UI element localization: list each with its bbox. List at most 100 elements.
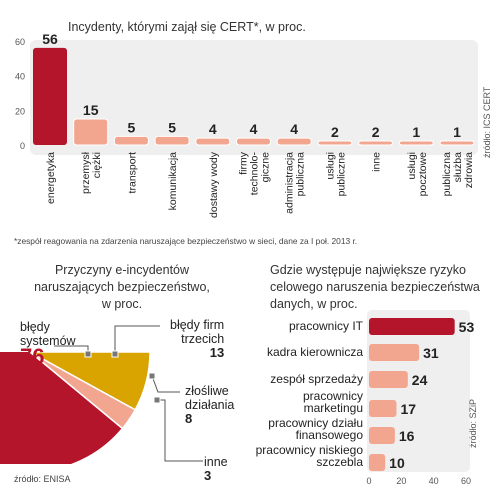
leader-marker [153, 396, 161, 404]
svg-text:zdrowia: zdrowia [463, 152, 475, 188]
y-tick-label: 0 [20, 141, 25, 151]
bar [358, 140, 394, 146]
pie-slice [0, 352, 124, 464]
bar-value-label: 5 [168, 119, 176, 135]
bar [317, 140, 353, 146]
risk-bar-label: pracownicy IT [289, 319, 364, 333]
risk-bar [369, 427, 395, 444]
footnote: *zespół reagowania na zdarzenia naruszaj… [14, 236, 358, 246]
bar [276, 137, 312, 146]
pie-chart-source: źródło: ENISA [14, 474, 71, 484]
pie-title-line: Przyczyny e-incydentów [54, 263, 190, 277]
bar [398, 140, 434, 146]
bar [113, 135, 149, 146]
svg-text:publiczna: publiczna [295, 152, 307, 197]
risk-bar-label: zespół sprzedaży [270, 372, 363, 386]
category-label: inne [371, 152, 383, 172]
bar [33, 47, 67, 145]
leader-line [114, 325, 160, 354]
bar-value-label: 5 [128, 119, 136, 135]
bar-value-label: 4 [290, 121, 298, 137]
risk-bar [369, 400, 397, 417]
pie-title-line: naruszających bezpieczeństwo, [34, 280, 210, 294]
risk-bar-label: marketingu [304, 401, 363, 415]
causes-pie-chart [0, 325, 203, 464]
risk-bar [369, 344, 420, 361]
svg-text:usługi: usługi [324, 152, 336, 179]
leader-marker [84, 350, 92, 358]
category-label: energetyka [45, 152, 57, 204]
svg-text:administracja: administracja [284, 152, 296, 214]
risk-bar [369, 318, 455, 335]
y-tick-label: 60 [15, 37, 25, 47]
svg-text:przemysł: przemysł [80, 151, 92, 194]
risk-chart-source: źródło: SZiP [468, 399, 478, 448]
category-label: dostawy wody [208, 151, 220, 218]
risk-bar [369, 371, 408, 388]
leader-line [151, 375, 180, 393]
x-tick-label: 60 [461, 476, 471, 486]
risk-title-line: celowego naruszenia bezpieczeństwa [270, 280, 480, 294]
risk-bar-label: szczebla [316, 455, 363, 469]
svg-text:transport: transport [126, 152, 138, 194]
risk-title-line: Gdzie występuje największe ryzyko [270, 263, 466, 277]
risk-bar-label: pracownicy [303, 389, 363, 403]
risk-bar-value: 24 [412, 372, 428, 388]
category-label: przemysł ciężki [80, 151, 103, 194]
svg-text:źródło: ICS CERT: źródło: ICS CERT [482, 86, 492, 158]
chart1-panel [30, 40, 478, 155]
bar-value-label: 4 [250, 121, 258, 137]
svg-text:komunikacja: komunikacja [167, 152, 179, 211]
svg-text:publiczne: publiczne [335, 152, 347, 197]
category-label: publiczna służba zdrowia [441, 152, 475, 197]
svg-text:usługi: usługi [406, 152, 418, 179]
category-label: komunikacja [167, 152, 179, 211]
svg-text:służba: służba [452, 152, 464, 183]
category-label: transport [126, 152, 138, 194]
bar-value-label: 15 [83, 102, 99, 118]
bar-value-label: 2 [331, 124, 339, 140]
risk-bar-label: pracownicy działu [268, 416, 363, 430]
chart1-title: Incydenty, którymi zajął się CERT*, w pr… [68, 20, 306, 34]
risk-chart-title: Gdzie występuje największe ryzyko celoweg… [270, 262, 496, 313]
x-tick-label: 40 [429, 476, 439, 486]
risk-bar-value: 17 [400, 401, 416, 417]
bar-value-label: 4 [209, 121, 217, 137]
svg-text:energetyka: energetyka [45, 152, 57, 204]
risk-title-line: danych, w proc. [270, 297, 358, 311]
risk-bar-label: finansowego [296, 428, 364, 442]
pie-slice-label: inne 3 [204, 455, 228, 483]
bar [439, 140, 475, 146]
leader-line [157, 399, 203, 462]
svg-text:źródło: SZiP: źródło: SZiP [468, 399, 478, 448]
risk-bar-label: pracownicy niskiego [256, 443, 364, 457]
bar [73, 118, 109, 146]
bar-value-label: 1 [412, 124, 420, 140]
bar-value-label: 2 [372, 124, 380, 140]
pie-slice-label: błędy systemów 76 [20, 320, 76, 369]
svg-text:dostawy wody: dostawy wody [208, 151, 220, 218]
risk-bar-value: 16 [399, 428, 415, 444]
risk-bar-value: 31 [423, 345, 439, 361]
category-label: administracja publiczna [284, 152, 307, 214]
risk-bar-value: 10 [389, 455, 405, 471]
x-tick-label: 20 [396, 476, 406, 486]
risk-bar-chart: 0 20 40 60 53 pracownicy IT 31 kadra kierownicz… [256, 310, 475, 486]
x-tick-label: 0 [366, 476, 371, 486]
leader-marker [111, 350, 119, 358]
bar-value-label: 1 [453, 124, 461, 140]
svg-text:inne: inne [371, 152, 383, 172]
svg-text:ciężki: ciężki [91, 152, 103, 178]
risk-bar-value: 53 [459, 319, 475, 335]
bar [195, 137, 231, 146]
y-tick-label: 40 [15, 72, 25, 82]
chart1-source: źródło: ICS CERT [482, 86, 492, 158]
risk-bar-label: kadra kierownicza [267, 345, 363, 359]
category-label: usługi pocztowe [406, 152, 429, 197]
svg-text:publiczna: publiczna [441, 152, 453, 197]
y-tick-label: 20 [15, 106, 25, 116]
bar [154, 135, 190, 146]
svg-text:pocztowe: pocztowe [417, 152, 429, 197]
svg-text:firmy: firmy [238, 151, 250, 174]
